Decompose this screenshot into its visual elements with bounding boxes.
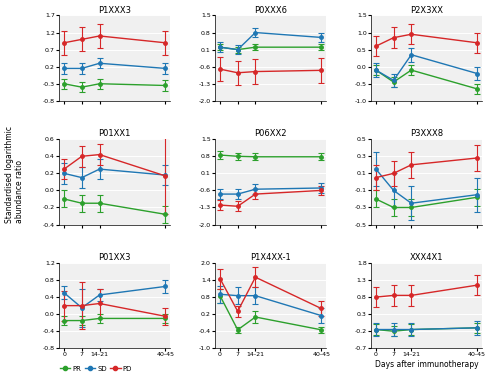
Title: P1XXX3: P1XXX3 — [98, 6, 131, 15]
X-axis label: Days after immunotherapy: Days after immunotherapy — [375, 360, 478, 369]
Legend: PR, SD, PD: PR, SD, PD — [57, 363, 135, 375]
Title: P01XX3: P01XX3 — [98, 253, 131, 262]
Title: P01XX1: P01XX1 — [98, 129, 131, 139]
Title: P1X4XX-1: P1X4XX-1 — [250, 253, 291, 262]
Title: XXX4X1: XXX4X1 — [410, 253, 443, 262]
Title: P3XXX8: P3XXX8 — [410, 129, 443, 139]
Text: Standardised logarithmic
abundance ratio: Standardised logarithmic abundance ratio — [5, 126, 24, 223]
Title: P2X3XX: P2X3XX — [410, 6, 443, 15]
Title: P0XXX6: P0XXX6 — [254, 6, 287, 15]
Title: P06XX2: P06XX2 — [254, 129, 287, 139]
